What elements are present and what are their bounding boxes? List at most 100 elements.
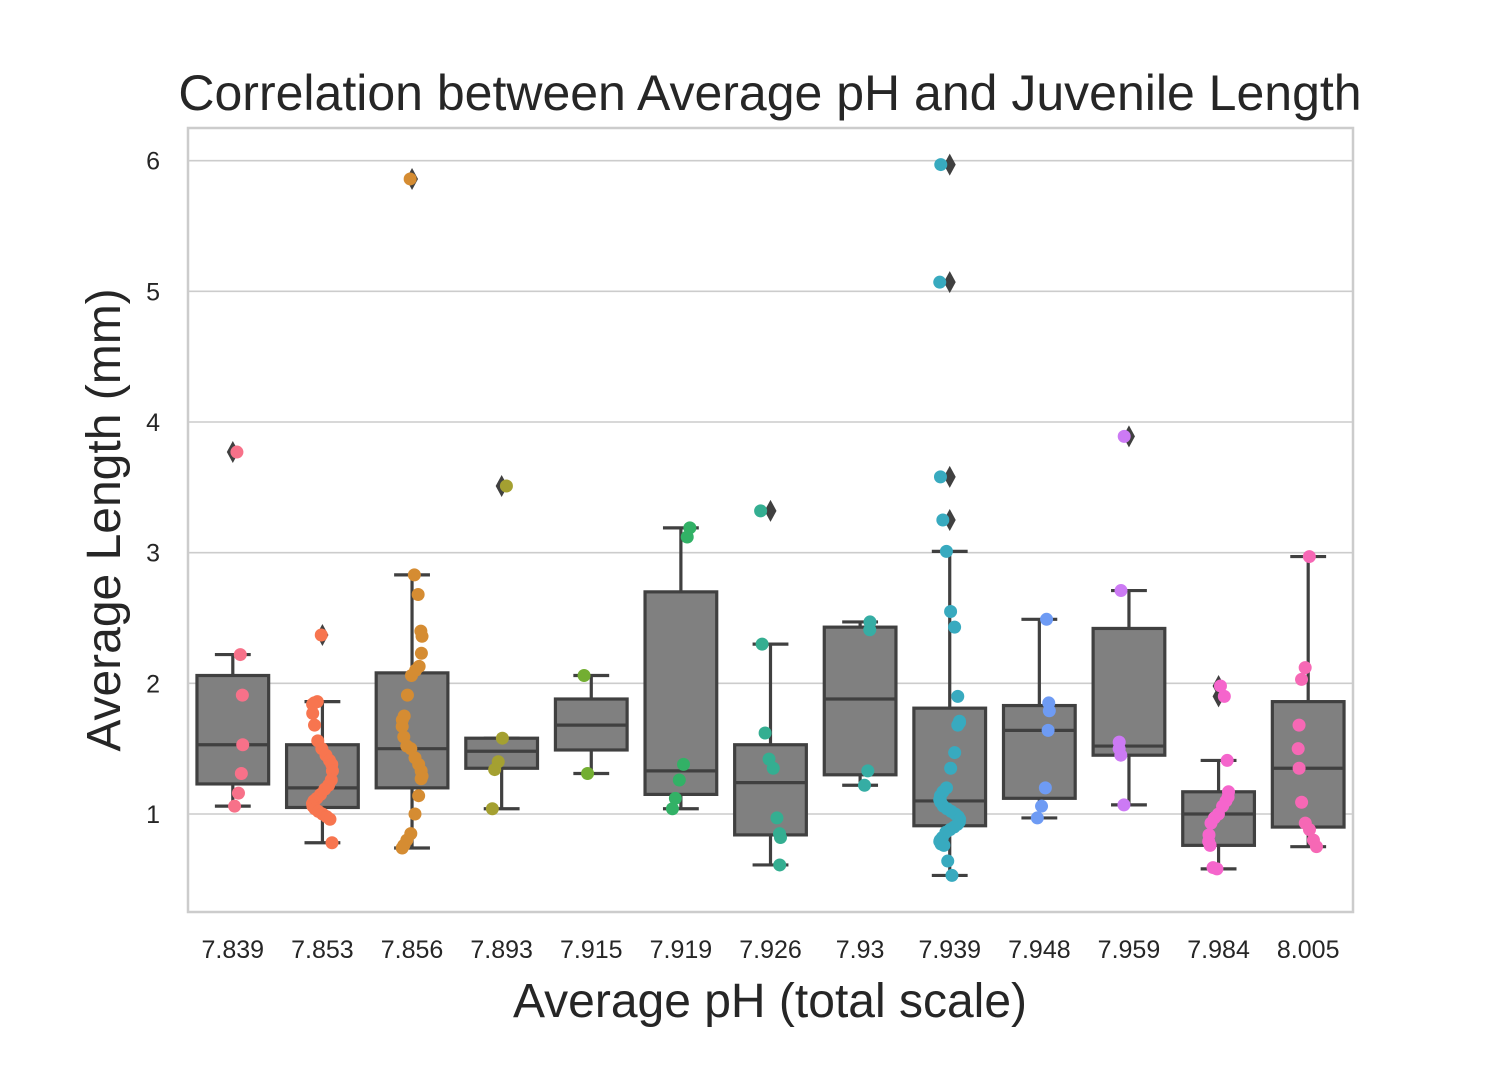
box-group: [733, 499, 808, 867]
data-point: [1114, 748, 1128, 762]
outlier-marker: [943, 509, 956, 531]
data-point: [1117, 429, 1131, 443]
data-point: [228, 799, 242, 813]
x-axis-label: Average pH (total scale): [513, 975, 1027, 1028]
x-tick-label: 7.915: [560, 936, 623, 964]
data-point: [323, 812, 337, 826]
y-tick-label: 3: [146, 540, 160, 568]
data-point: [1291, 742, 1305, 756]
data-point: [400, 688, 414, 702]
box-iqr: [1270, 700, 1346, 829]
data-point: [755, 637, 769, 651]
x-tick-label: 7.919: [650, 936, 713, 964]
data-point: [1309, 840, 1323, 854]
data-point: [1217, 689, 1231, 703]
data-point: [1302, 550, 1316, 564]
y-tick-label: 1: [146, 801, 160, 829]
box-iqr: [1001, 703, 1077, 800]
data-point: [934, 158, 948, 172]
data-point: [1295, 795, 1309, 809]
data-point: [236, 738, 250, 752]
data-point: [325, 836, 339, 850]
data-point: [668, 791, 682, 805]
data-point: [485, 802, 499, 816]
data-point: [230, 445, 244, 459]
y-tick-labels: 1 2 3 4 5 6: [146, 148, 160, 829]
x-tick-label: 7.959: [1098, 936, 1161, 964]
data-point: [1203, 838, 1217, 852]
outlier-marker: [943, 153, 956, 176]
data-point: [414, 646, 428, 660]
data-point: [933, 470, 947, 484]
y-tick-label: 4: [146, 409, 160, 437]
box-iqr: [1091, 626, 1167, 757]
x-tick-label: 7.939: [918, 936, 981, 964]
data-point: [1298, 661, 1312, 675]
data-point: [408, 807, 422, 821]
data-point: [581, 766, 595, 780]
data-point: [234, 766, 248, 780]
data-point: [758, 726, 772, 740]
outlier-marker: [943, 271, 956, 294]
x-tick-labels: 7.839 7.853 7.856 7.893 7.915 7.919 7.926 7.93 7…: [202, 936, 1340, 964]
data-point: [1114, 584, 1128, 598]
data-point: [1220, 753, 1234, 767]
data-point: [1030, 811, 1044, 825]
plot-frame: [186, 126, 1355, 914]
box-group: [553, 673, 629, 776]
data-point: [306, 706, 320, 720]
x-tick-label: 7.839: [202, 936, 265, 964]
data-point: [937, 838, 951, 852]
data-point: [863, 623, 877, 637]
data-point: [407, 568, 421, 582]
x-tick-label: 7.948: [1008, 936, 1071, 964]
data-point: [577, 668, 591, 682]
data-point: [766, 761, 780, 775]
data-point: [1204, 816, 1218, 830]
data-point: [680, 530, 694, 544]
x-tick-label: 7.926: [739, 936, 802, 964]
data-point: [1292, 761, 1306, 775]
box-group: [1001, 617, 1077, 820]
box-group: [195, 441, 271, 808]
data-point: [1213, 679, 1227, 693]
data-point: [1035, 799, 1049, 813]
data-point: [933, 275, 947, 289]
box-group: [1270, 554, 1346, 849]
data-point: [231, 786, 245, 800]
chart-title: Correlation between Average pH and Juven…: [178, 65, 1361, 121]
x-tick-label: 7.856: [381, 936, 444, 964]
box-group: [1181, 674, 1257, 871]
data-point: [1038, 781, 1052, 795]
data-point: [773, 831, 787, 845]
data-point: [944, 761, 958, 775]
data-point: [306, 697, 320, 711]
data-point: [770, 811, 784, 825]
box-group: [822, 620, 898, 787]
data-point: [414, 772, 428, 786]
data-point: [676, 757, 690, 771]
data-point: [403, 172, 417, 186]
data-point: [754, 504, 768, 518]
data-point: [944, 604, 958, 618]
data-point: [1295, 672, 1309, 686]
data-point: [951, 718, 965, 732]
y-tick-label: 6: [146, 148, 160, 176]
data-point: [948, 620, 962, 634]
data-point: [233, 648, 247, 662]
data-point: [1302, 823, 1316, 837]
y-tick-label: 5: [146, 278, 160, 306]
data-point: [1117, 798, 1131, 812]
data-point: [495, 731, 509, 745]
data-point: [1292, 718, 1306, 732]
data-point: [665, 802, 679, 816]
outlier-marker: [943, 465, 956, 488]
data-point: [1042, 704, 1056, 718]
data-point: [395, 719, 409, 733]
data-point: [1040, 612, 1054, 626]
x-tick-label: 8.005: [1277, 936, 1340, 964]
data-point: [951, 689, 965, 703]
box-iqr: [195, 673, 271, 786]
x-tick-label: 7.93: [836, 936, 885, 964]
data-point: [412, 789, 426, 803]
